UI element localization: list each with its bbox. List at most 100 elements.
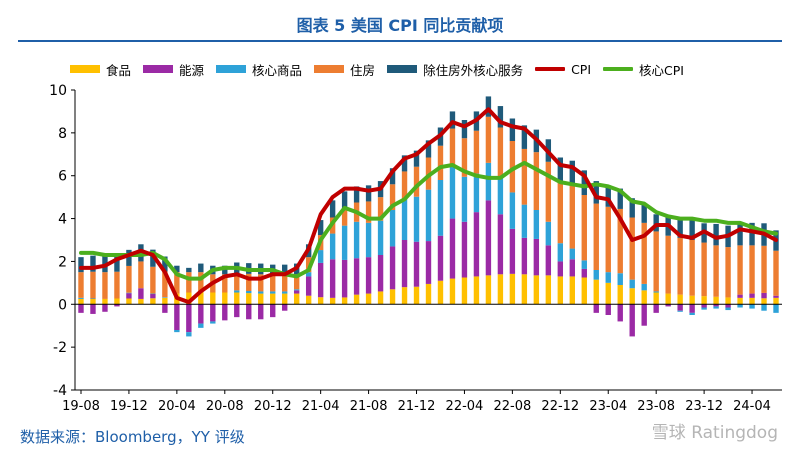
bar-segment — [126, 292, 132, 294]
bar-segment — [509, 141, 516, 193]
bar-segment — [653, 231, 659, 292]
bar-segment — [186, 272, 192, 293]
bar-segment — [377, 220, 384, 255]
bar-segment — [198, 263, 204, 273]
bar-segment — [114, 271, 120, 299]
y-tick-label: 10 — [49, 83, 67, 99]
bar-segment — [545, 161, 552, 222]
bar-segment — [210, 321, 216, 324]
bar-segment — [641, 304, 647, 326]
bar-segment — [449, 165, 456, 219]
bar-segment — [186, 292, 192, 305]
bar-segment — [353, 294, 360, 305]
bar-segment — [533, 152, 540, 210]
bar-segment — [282, 264, 288, 276]
source-note: 数据来源：Bloomberg，YY 评级 — [20, 428, 245, 446]
bar-segment — [689, 219, 695, 240]
bar-segment — [341, 297, 348, 305]
bar-segment — [593, 270, 599, 280]
bar-segment — [198, 323, 204, 328]
bar-segment — [90, 255, 96, 272]
legend-swatch-core-services — [387, 65, 418, 73]
bar-segment — [725, 304, 731, 308]
core-cpi-line — [79, 160, 778, 281]
bar-segment — [773, 304, 779, 313]
bar-segment — [401, 240, 408, 288]
bar-segment — [689, 295, 695, 305]
bar-segment — [665, 235, 671, 294]
bar-segment — [485, 162, 492, 201]
bar-segment — [677, 237, 683, 295]
bar-segment — [78, 298, 84, 305]
y-tick-label: 4 — [58, 212, 67, 228]
bar-segment — [629, 217, 635, 280]
bar-segment — [102, 298, 108, 305]
bar-segment — [293, 289, 300, 291]
bar-segment — [509, 118, 516, 141]
bar-segment — [617, 304, 623, 322]
chart-legend: 食品 能源 核心商品 住房 除住房外核心服务 CPI 核心CPI — [70, 59, 696, 79]
bar-segment — [389, 168, 396, 185]
legend-swatch-shelter — [314, 65, 345, 73]
bar-segment — [593, 203, 599, 270]
x-tick-label: 23-12 — [685, 399, 723, 414]
bar-segment — [270, 293, 276, 305]
bar-segment — [509, 273, 516, 305]
bar-segment — [413, 150, 420, 167]
bar-segment — [437, 235, 444, 281]
bar-segment — [353, 186, 360, 203]
bar-segment — [413, 196, 420, 242]
bar-segment — [749, 297, 755, 305]
bar-segment — [222, 304, 228, 321]
legend-label-cpi: CPI — [571, 61, 592, 77]
legend-label-food: 食品 — [106, 62, 132, 78]
bar-segment — [365, 201, 372, 223]
bar-segment — [258, 293, 264, 305]
legend-item-cpi: CPI — [535, 62, 591, 77]
y-tick-label: -4 — [53, 383, 67, 399]
bar-segment — [401, 155, 408, 172]
bar-segment — [210, 304, 216, 322]
bar-segment — [222, 292, 228, 305]
bar-segment — [653, 214, 659, 232]
bar-segment — [258, 274, 264, 292]
bar-segment — [341, 208, 348, 226]
bar-segment — [773, 295, 779, 298]
bar-segment — [293, 274, 300, 290]
bar-segment — [234, 290, 240, 293]
bar-segment — [90, 271, 96, 299]
bar-segment — [102, 272, 108, 299]
bar-segment — [677, 304, 683, 311]
bar-segment — [282, 293, 288, 305]
bar-segment — [437, 280, 444, 305]
bar-segment — [545, 275, 552, 305]
bar-segment — [150, 266, 156, 294]
bar-segment — [521, 148, 528, 205]
bar-segment — [569, 259, 575, 277]
bar-segment — [293, 293, 300, 305]
bar-segment — [713, 306, 719, 309]
legend-swatch-core-goods — [216, 65, 247, 73]
bar-segment — [305, 272, 312, 277]
x-tick-label: 23-04 — [589, 399, 627, 414]
bar-segment — [317, 250, 324, 263]
bar-segment — [150, 293, 156, 295]
x-tick-label: 20-08 — [206, 399, 244, 414]
bar-segment — [401, 199, 408, 240]
bar-segment — [677, 310, 683, 312]
bar-segment — [425, 140, 432, 158]
bar-segment — [605, 304, 611, 315]
bar-segment — [365, 293, 372, 305]
x-tick-label: 24-04 — [733, 399, 771, 414]
bar-segment — [461, 277, 468, 305]
bar-segment — [737, 245, 743, 295]
bar-segment — [150, 294, 156, 299]
bar-segment — [509, 192, 516, 229]
bar-segment — [162, 297, 168, 305]
bar-segment — [425, 283, 432, 305]
bar-segment — [689, 312, 695, 315]
legend-swatch-cpi — [535, 67, 566, 71]
bar-segment — [521, 237, 528, 275]
bar-segment — [701, 296, 707, 305]
bar-segment — [557, 261, 564, 277]
